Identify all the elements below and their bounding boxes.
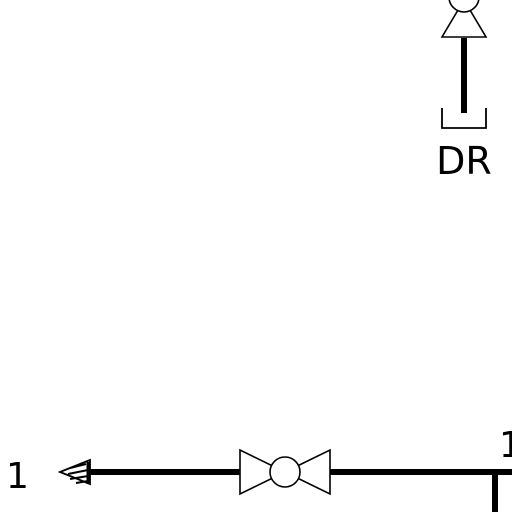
- main-line: 1 1: [6, 425, 512, 512]
- drain-branch: DR: [436, 0, 492, 183]
- bottom-valve-icon: [239, 448, 331, 496]
- top-valve-icon: [440, 0, 488, 38]
- drain-label: DR: [436, 139, 492, 183]
- line-end-arrow-icon: [57, 458, 91, 486]
- left-line-number: 1: [6, 456, 29, 497]
- drain-cap-icon: [441, 108, 487, 129]
- right-line-number: 1: [499, 425, 512, 466]
